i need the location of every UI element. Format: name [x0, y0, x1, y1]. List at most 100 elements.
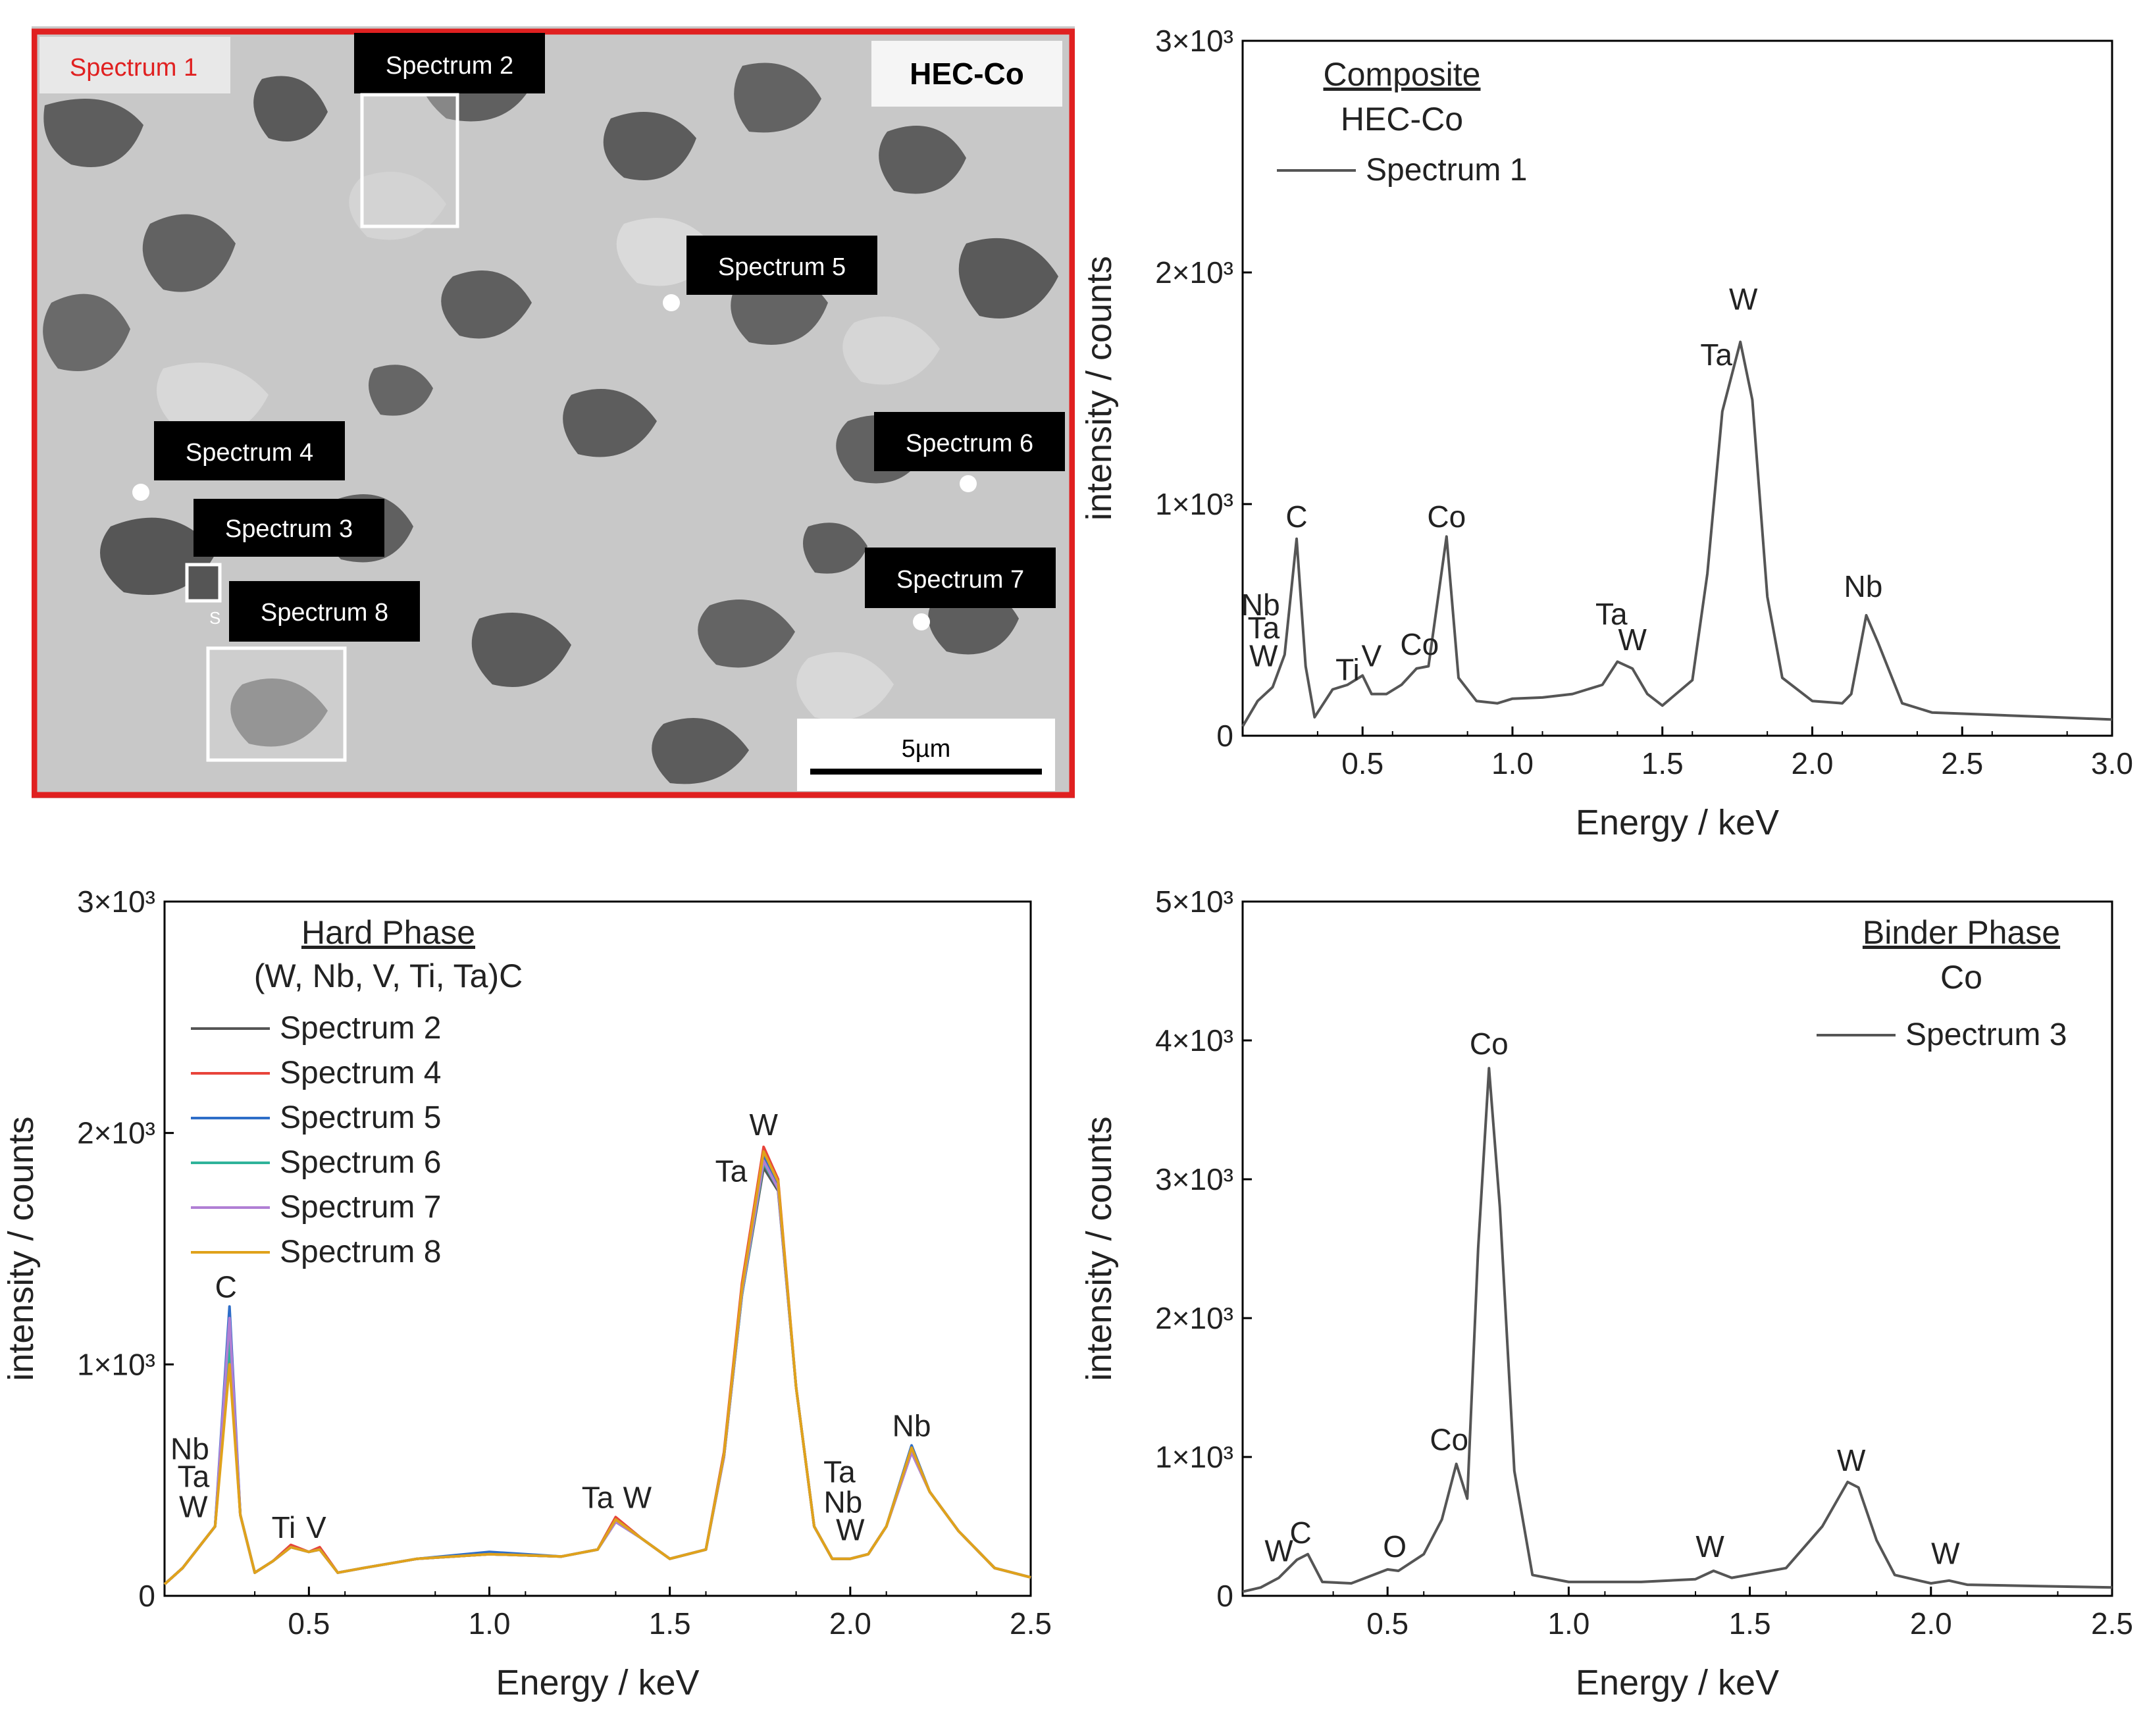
x-tick-label: 0.5	[288, 1606, 330, 1641]
peak-label-w: W	[1837, 1443, 1866, 1477]
spectrum-3-area	[185, 563, 222, 603]
peak-label-v: V	[306, 1510, 326, 1545]
peak-label-ta: Ta	[823, 1455, 856, 1489]
scale-bar-box	[797, 719, 1055, 791]
spectrum-5-label-box	[686, 236, 877, 295]
chart-subtitle: Co	[1940, 959, 1982, 996]
legend-label-spectrum-3: Spectrum 3	[1905, 1017, 2067, 1052]
spectrum-4-point	[132, 484, 149, 501]
scale-bar	[810, 769, 1042, 775]
x-tick-label: 1.5	[649, 1606, 691, 1641]
scale-bar-label: 5µm	[902, 735, 951, 763]
legend-label-spectrum-6: Spectrum 6	[280, 1145, 441, 1180]
peak-label-w: W	[750, 1108, 779, 1142]
x-tick-label: 2.0	[1792, 746, 1834, 780]
chart-subtitle: HEC-Co	[1341, 101, 1463, 138]
x-tick-label: 1.0	[1491, 746, 1534, 780]
spectrum-5-point	[663, 294, 680, 311]
peak-label-co: Co	[1427, 499, 1466, 534]
x-tick-label: 1.5	[1729, 1606, 1771, 1641]
spectrum-7-point	[913, 613, 930, 630]
y-tick-label: 3×10³	[77, 884, 155, 919]
y-axis-label: intensity / counts	[1, 1116, 41, 1381]
legend-label-spectrum-8: Spectrum 8	[280, 1235, 441, 1269]
spectrum-3-label-box	[194, 499, 384, 557]
peak-label-ta: Ta	[178, 1460, 210, 1494]
legend-label-spectrum-2: Spectrum 2	[280, 1011, 441, 1046]
x-axis-label: Energy / keV	[1576, 803, 1779, 842]
peak-label-w: W	[1931, 1536, 1960, 1570]
chart-title: Binder Phase	[1863, 914, 2060, 951]
spectrum-4-label: Spectrum 4	[186, 439, 313, 467]
y-tick-label: 4×10³	[1155, 1023, 1233, 1058]
chart-hard-phase: 0.5 1.0 1.5 2.0 2.5 0 1×10³ 2×10³ 3×10³ Energy / …	[0, 882, 1053, 1733]
peak-label-ta: Ta	[1248, 611, 1280, 645]
y-tick-label: 0	[138, 1579, 155, 1613]
peak-label-c: C	[1289, 1516, 1311, 1550]
x-tick-label: 2.5	[1010, 1606, 1052, 1641]
legend-label-spectrum-5: Spectrum 5	[280, 1100, 441, 1135]
peak-label-nb: Nb	[892, 1408, 931, 1442]
chart-composite: 0.5 1.0 1.5 2.0 2.5 3.0 0 1×10³ 2×10³ 3×10³ Energy…	[1079, 20, 2145, 875]
peak-label-w: W	[1618, 623, 1647, 657]
peak-label-w: W	[623, 1480, 652, 1514]
chart-binder-phase: 0.5 1.0 1.5 2.0 2.5 0 1×10³ 2×10³ 3×10³ 4×10³ 5×10…	[1079, 882, 2145, 1733]
spectrum-7-label-box	[865, 548, 1056, 608]
x-tick-label: 2.0	[1910, 1606, 1952, 1641]
spectrum-4-label-box	[154, 421, 345, 480]
y-axis-label: intensity / counts	[1079, 1116, 1119, 1381]
chart-subtitle: (W, Nb, V, Ti, Ta)C	[254, 957, 523, 994]
spectrum-1-frame	[31, 28, 1075, 798]
peak-label-nb: Nb	[823, 1485, 862, 1519]
y-tick-label: 1×10³	[1155, 1440, 1233, 1474]
peak-label-co: Co	[1430, 1422, 1468, 1456]
x-tick-label: 2.5	[2091, 1606, 2133, 1641]
chart-hard-phase-svg: 0.5 1.0 1.5 2.0 2.5 0 1×10³ 2×10³ 3×10³ Energy / …	[1, 884, 1052, 1702]
x-tick-label: 0.5	[1366, 1606, 1408, 1641]
spectrum-6-label-box	[874, 412, 1065, 471]
spectrum-5-label: Spectrum 5	[718, 253, 846, 281]
plot-frame	[163, 900, 1032, 1597]
y-tick-label: 1×10³	[1155, 487, 1233, 521]
sem-micrograph: Spectrum 1 HEC-Co Spectrum 2 Spectrum 5 …	[31, 26, 1075, 798]
y-tick-label: 0	[1216, 1579, 1233, 1613]
x-tick-label: 3.0	[2091, 746, 2133, 780]
legend-label-spectrum-4: Spectrum 4	[280, 1056, 441, 1090]
x-axis-label: Energy / keV	[1576, 1663, 1779, 1702]
spectrum-8-area	[206, 646, 347, 762]
x-tick-label: 1.5	[1641, 746, 1684, 780]
peak-label-ta: Ta	[582, 1480, 614, 1514]
y-tick-label: 1×10³	[77, 1347, 155, 1381]
chart-title: Composite	[1324, 56, 1481, 93]
y-tick-label: 3×10³	[1155, 1162, 1233, 1196]
x-tick-label: 1.0	[469, 1606, 511, 1641]
x-tick-label: 0.5	[1341, 746, 1383, 780]
legend-label-spectrum-7: Spectrum 7	[280, 1190, 441, 1225]
peak-label-v: V	[1362, 638, 1382, 673]
y-tick-label: 2×10³	[1155, 255, 1233, 290]
x-axis-label: Energy / keV	[496, 1663, 699, 1702]
spectrum-6-label: Spectrum 6	[906, 430, 1033, 457]
spectrum-2-area	[360, 93, 459, 228]
series-line-spectrum-3	[1242, 1067, 2113, 1593]
peak-label-nb: Nb	[170, 1432, 209, 1466]
spectrum-2-label: Spectrum 2	[386, 52, 513, 80]
series-line-spectrum-8	[163, 1150, 1031, 1585]
hec-co-title: HEC-Co	[910, 57, 1024, 91]
peak-label-co: Co	[1470, 1027, 1509, 1061]
peak-label-w: W	[836, 1513, 865, 1547]
peak-label-c: C	[215, 1269, 237, 1304]
spectrum-3-small-marker: S	[209, 608, 220, 628]
x-tick-label: 1.0	[1547, 1606, 1589, 1641]
spectrum-2-label-box	[354, 33, 545, 93]
peak-label-o: O	[1383, 1529, 1407, 1564]
x-tick-label: 2.5	[1941, 746, 1983, 780]
x-tick-label: 2.0	[829, 1606, 871, 1641]
hec-co-title-box	[871, 41, 1062, 107]
peak-label-w: W	[1695, 1529, 1724, 1564]
peak-label-w: W	[1249, 638, 1278, 673]
spectrum-8-label-box	[229, 581, 420, 642]
peak-label-w: W	[1729, 282, 1758, 316]
peak-label-ta: Ta	[715, 1154, 748, 1188]
peak-label-w: W	[1264, 1533, 1293, 1568]
